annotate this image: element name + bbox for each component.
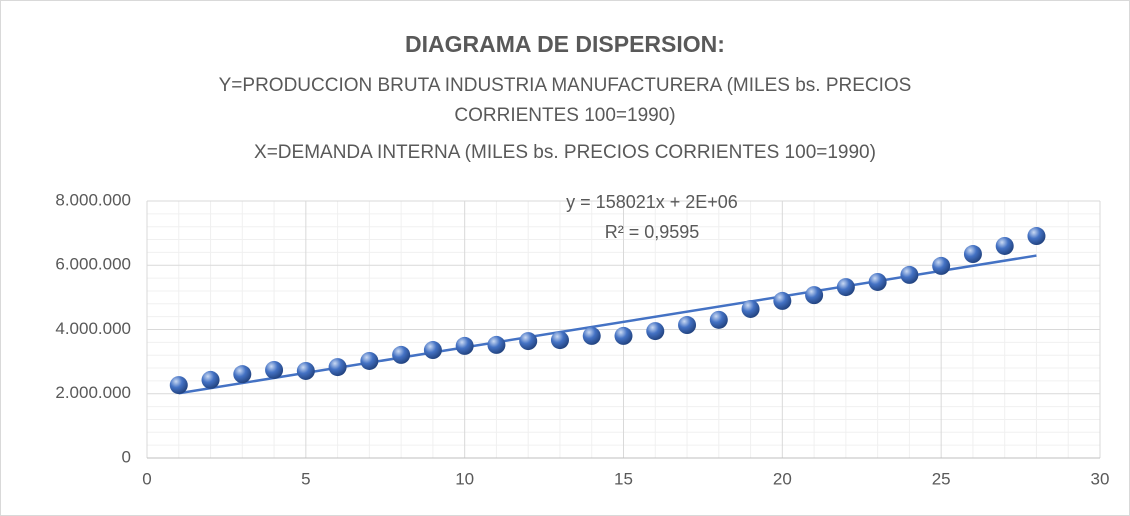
point: [995, 236, 1014, 255]
subtitle: Y=PRODUCCION BRUTA INDUSTRIA MANUFACTURE…: [219, 75, 912, 96]
point: [582, 326, 601, 345]
point: [296, 361, 315, 380]
x-tick-label: 30: [1091, 469, 1110, 488]
point: [328, 358, 347, 377]
point: [836, 278, 855, 297]
annotation: y = 158021x + 2E+06: [566, 192, 738, 212]
point: [805, 286, 824, 305]
y-tick-label: 2.000.000: [55, 383, 131, 402]
point: [487, 335, 506, 354]
point: [678, 316, 697, 335]
point: [392, 345, 411, 364]
point: [550, 331, 569, 350]
x-tick-label: 15: [614, 469, 633, 488]
point: [614, 326, 633, 345]
y-tick-label: 0: [122, 447, 131, 466]
y-tick-label: 4.000.000: [55, 319, 131, 338]
x-tick-label: 20: [773, 469, 792, 488]
subtitle: X=DEMANDA INTERNA (MILES bs. PRECIOS COR…: [254, 142, 876, 163]
point: [773, 291, 792, 310]
point: [900, 265, 919, 284]
point: [201, 370, 220, 389]
point: [932, 256, 951, 275]
y-tick-label: 8.000.000: [55, 190, 131, 209]
annotation: R² = 0,9595: [605, 222, 700, 242]
point: [963, 245, 982, 264]
y-tick-label: 6.000.000: [55, 255, 131, 274]
point: [1027, 227, 1046, 246]
x-tick-label: 5: [301, 469, 310, 488]
x-tick-label: 10: [455, 469, 474, 488]
point: [360, 351, 379, 370]
point: [741, 299, 760, 318]
point: [455, 336, 474, 355]
point: [519, 332, 538, 351]
chart-title: DIAGRAMA DE DISPERSION:: [405, 31, 725, 57]
point: [868, 272, 887, 291]
point: [265, 360, 284, 379]
point: [169, 376, 188, 395]
x-tick-label: 25: [932, 469, 951, 488]
subtitle: CORRIENTES 100=1990): [454, 105, 675, 126]
trendline: [178, 254, 1037, 395]
point: [709, 310, 728, 329]
point: [233, 365, 252, 384]
point: [646, 322, 665, 341]
x-tick-label: 0: [142, 469, 151, 488]
point: [423, 341, 442, 360]
